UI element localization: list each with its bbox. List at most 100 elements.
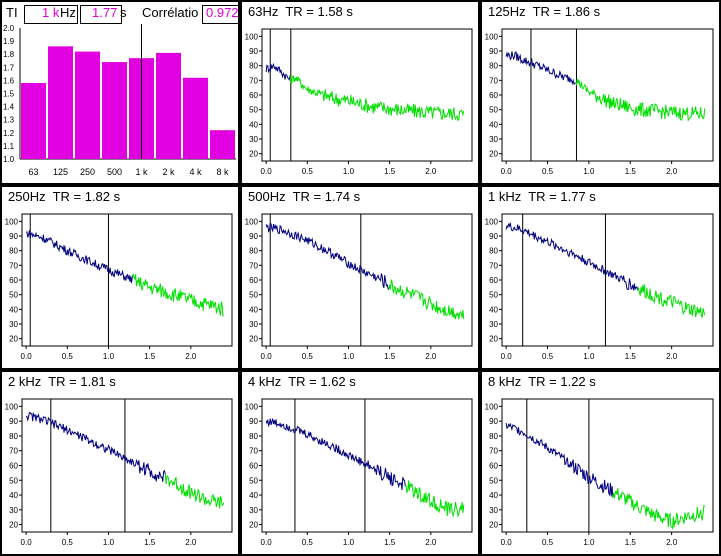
plot-frame bbox=[21, 213, 233, 347]
x-tick-label: 1.0 bbox=[343, 538, 355, 547]
decay-panel: 20 30 40 50 60 70 80 90 100 0.0 0.5 1.0 1.5 2.0 2 kHz … bbox=[0, 370, 240, 556]
y-tick-label: 1.9 bbox=[3, 37, 15, 46]
y-tick-label: 2.0 bbox=[3, 24, 15, 33]
y-tick-label: 40 bbox=[249, 491, 258, 500]
y-tick-label: 20 bbox=[489, 335, 498, 344]
x-tick-label: 1.5 bbox=[384, 352, 396, 361]
y-tick-label: 1.4 bbox=[3, 103, 15, 112]
x-tick-label: 1.5 bbox=[384, 167, 396, 176]
y-tick-label: 20 bbox=[249, 521, 258, 530]
y-tick-label: 1.3 bbox=[3, 116, 15, 125]
y-tick-label: 90 bbox=[249, 417, 258, 426]
y-tick-label: 100 bbox=[5, 402, 19, 411]
panel-title: 1 kHz TR = 1.77 s bbox=[488, 189, 596, 204]
x-tick-label: 1.0 bbox=[583, 167, 595, 176]
y-tick-label: 20 bbox=[489, 150, 498, 159]
y-tick-label: 70 bbox=[489, 76, 498, 85]
decay-panel: 20 30 40 50 60 70 80 90 100 0.0 0.5 1.0 1.5 2.0 4 kHz … bbox=[240, 370, 480, 556]
y-tick-label: 30 bbox=[9, 320, 18, 329]
x-tick-label: 250 bbox=[80, 167, 95, 177]
y-tick-label: 60 bbox=[489, 462, 498, 471]
decay-curve-fit-region bbox=[25, 230, 133, 284]
x-tick-label: 1.5 bbox=[384, 538, 396, 547]
x-tick-label: 1.5 bbox=[144, 538, 156, 547]
panel-title: 63Hz TR = 1.58 s bbox=[248, 4, 353, 19]
x-tick-label: 8 k bbox=[216, 167, 229, 177]
decay-panel: 20 30 40 50 60 70 80 90 100 0.0 0.5 1.0 1.5 2.0 63Hz T… bbox=[240, 0, 480, 185]
y-tick-label: 30 bbox=[249, 320, 258, 329]
bar-2k bbox=[156, 52, 181, 159]
decay-curve-fit-region bbox=[265, 223, 390, 291]
y-tick-label: 20 bbox=[9, 335, 18, 344]
y-tick-label: 100 bbox=[485, 402, 499, 411]
x-tick-label: 1.0 bbox=[343, 352, 355, 361]
y-tick-label: 1.2 bbox=[3, 129, 15, 138]
decay-curve-tail bbox=[289, 75, 465, 122]
y-tick-label: 1.6 bbox=[3, 76, 15, 85]
y-tick-label: 80 bbox=[9, 247, 18, 256]
y-tick-label: 90 bbox=[249, 232, 258, 241]
decay-curve-tail bbox=[637, 283, 706, 318]
y-tick-label: 50 bbox=[249, 476, 258, 485]
x-tick-label: 0.5 bbox=[302, 167, 314, 176]
x-tick-label: 1.5 bbox=[625, 352, 637, 361]
tr-box[interactable] bbox=[80, 5, 122, 24]
y-tick-label: 90 bbox=[489, 417, 498, 426]
band-box[interactable] bbox=[24, 5, 78, 24]
decay-curve-tail bbox=[164, 474, 225, 509]
decay-curve-fit-region bbox=[25, 411, 166, 482]
x-tick-label: 0.5 bbox=[62, 538, 74, 547]
band-unit: Hz bbox=[60, 5, 76, 20]
y-tick-label: 90 bbox=[249, 47, 258, 56]
x-tick-label: 0.0 bbox=[501, 352, 513, 361]
tr-label: TI bbox=[6, 5, 18, 20]
x-tick-label: 125 bbox=[53, 167, 68, 177]
y-tick-label: 1.8 bbox=[3, 50, 15, 59]
y-tick-label: 60 bbox=[249, 462, 258, 471]
y-tick-label: 80 bbox=[489, 247, 498, 256]
decay-panel: 20 30 40 50 60 70 80 90 100 0.0 0.5 1.0 1.5 2.0 1 kHz … bbox=[480, 185, 721, 370]
decay-curve-fit-region bbox=[505, 422, 614, 498]
y-tick-label: 30 bbox=[489, 135, 498, 144]
x-tick-label: 1.0 bbox=[103, 352, 115, 361]
y-tick-label: 60 bbox=[249, 276, 258, 285]
plot-frame bbox=[501, 398, 714, 533]
panel-title: 500Hz TR = 1.74 s bbox=[248, 189, 361, 204]
band-value: 1 k bbox=[42, 5, 60, 20]
y-tick-label: 90 bbox=[489, 47, 498, 56]
y-tick-label: 1.1 bbox=[3, 142, 15, 151]
panel-title: 4 kHz TR = 1.62 s bbox=[248, 374, 356, 389]
y-tick-label: 50 bbox=[249, 106, 258, 115]
x-tick-label: 0.0 bbox=[261, 352, 273, 361]
decay-curve-tail bbox=[575, 78, 706, 122]
x-tick-label: 2.0 bbox=[185, 538, 197, 547]
corr-label: Corrélatio bbox=[142, 5, 199, 20]
decay-chart: 20 30 40 50 60 70 80 90 100 0.0 0.5 1.0 1.5 2.0 bbox=[245, 213, 473, 361]
x-tick-label: 500 bbox=[107, 167, 122, 177]
y-tick-label: 100 bbox=[485, 217, 499, 226]
plot-frame bbox=[261, 28, 473, 162]
x-tick-label: 0.0 bbox=[21, 538, 33, 547]
plot-frame bbox=[501, 28, 714, 162]
y-tick-label: 80 bbox=[249, 62, 258, 71]
corr-box[interactable] bbox=[202, 5, 238, 24]
y-tick-label: 30 bbox=[9, 506, 18, 515]
y-tick-label: 80 bbox=[249, 247, 258, 256]
x-tick-label: 63 bbox=[28, 167, 38, 177]
x-tick-label: 2.0 bbox=[666, 352, 678, 361]
y-tick-label: 80 bbox=[489, 432, 498, 441]
y-tick-label: 40 bbox=[9, 305, 18, 314]
y-tick-label: 50 bbox=[489, 291, 498, 300]
bar-4k bbox=[183, 77, 208, 159]
y-tick-label: 1.7 bbox=[3, 63, 15, 72]
x-tick-label: 1.0 bbox=[103, 538, 115, 547]
x-tick-label: 2.0 bbox=[666, 538, 678, 547]
y-tick-label: 1.0 bbox=[3, 155, 15, 164]
x-tick-label: 0.0 bbox=[501, 167, 513, 176]
decay-curve-tail bbox=[405, 480, 465, 518]
y-tick-label: 50 bbox=[489, 476, 498, 485]
y-tick-label: 50 bbox=[249, 291, 258, 300]
y-tick-label: 90 bbox=[9, 417, 18, 426]
tr-value: 1.77 bbox=[92, 5, 118, 20]
x-tick-label: 0.5 bbox=[302, 538, 314, 547]
